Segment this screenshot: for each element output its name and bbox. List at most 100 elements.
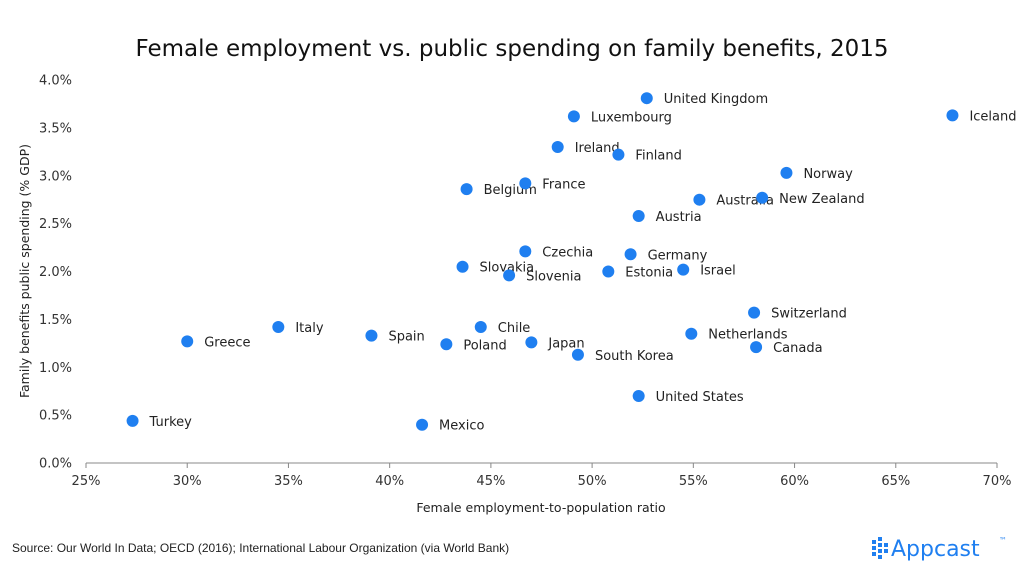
- point-label: South Korea: [595, 349, 674, 364]
- data-point-south-korea: South Korea: [571, 348, 674, 364]
- data-point-new-zealand: New Zealand: [756, 191, 865, 207]
- point-marker: [624, 248, 637, 261]
- data-point-turkey: Turkey: [126, 414, 193, 430]
- logo-dot: [878, 549, 882, 553]
- data-point-iceland: Iceland: [946, 109, 1017, 124]
- data-point-japan: Japan: [525, 336, 585, 351]
- data-point-poland: Poland: [440, 338, 507, 353]
- x-tick-label: 45%: [476, 474, 505, 489]
- point-marker: [525, 336, 538, 349]
- point-label: Czechia: [542, 245, 593, 260]
- point-label: Turkey: [149, 415, 193, 430]
- point-label: Japan: [547, 336, 584, 351]
- point-label: Slovenia: [526, 269, 581, 284]
- point-label: Chile: [498, 321, 531, 336]
- y-tick-label: 1.5%: [39, 313, 72, 328]
- logo-dot: [872, 540, 876, 544]
- point-label: Slovakia: [480, 261, 535, 276]
- point-marker: [460, 183, 473, 196]
- point-label: Netherlands: [708, 328, 787, 343]
- logo-dot: [872, 546, 876, 550]
- point-marker: [416, 418, 429, 431]
- data-point-united-states: United States: [632, 389, 744, 405]
- data-point-norway: Norway: [780, 166, 853, 182]
- point-label: New Zealand: [779, 192, 864, 207]
- point-marker: [612, 148, 625, 161]
- data-point-mexico: Mexico: [416, 418, 484, 434]
- point-label: Germany: [648, 248, 708, 263]
- x-tick-label: 40%: [375, 474, 404, 489]
- y-tick-label: 0.5%: [39, 409, 72, 424]
- point-marker: [551, 141, 564, 154]
- point-marker: [567, 110, 580, 123]
- chart-title: Female employment vs. public spending on…: [135, 36, 888, 62]
- point-marker: [750, 341, 763, 354]
- data-point-slovakia: Slovakia: [456, 260, 535, 276]
- point-label: Spain: [388, 330, 424, 345]
- point-label: France: [542, 177, 585, 192]
- data-point-united-kingdom: United Kingdom: [640, 92, 768, 107]
- logo-dot: [878, 543, 882, 547]
- point-label: Estonia: [625, 266, 673, 281]
- point-marker: [693, 193, 706, 206]
- logo-dot: [884, 549, 888, 553]
- appcast-logo: Appcast ™: [872, 536, 1007, 562]
- point-marker: [519, 177, 532, 190]
- data-point-switzerland: Switzerland: [748, 306, 847, 322]
- data-point-czechia: Czechia: [519, 245, 593, 260]
- y-tick-label: 3.5%: [39, 121, 72, 136]
- point-marker: [756, 191, 769, 204]
- y-tick-label: 4.0%: [39, 74, 72, 89]
- data-point-luxembourg: Luxembourg: [567, 110, 672, 125]
- data-point-spain: Spain: [365, 329, 425, 345]
- point-marker: [685, 327, 698, 340]
- point-marker: [748, 306, 761, 319]
- point-label: Israel: [700, 264, 736, 279]
- data-point-ireland: Ireland: [551, 141, 620, 156]
- point-marker: [602, 265, 615, 278]
- point-marker: [632, 389, 645, 402]
- data-point-finland: Finland: [612, 148, 682, 164]
- x-tick-label: 60%: [780, 474, 809, 489]
- x-tick-label: 65%: [881, 474, 910, 489]
- y-tick-label: 2.0%: [39, 265, 72, 280]
- point-label: Iceland: [969, 109, 1016, 124]
- data-point-israel: Israel: [677, 263, 736, 279]
- point-marker: [780, 166, 793, 179]
- point-marker: [519, 245, 532, 258]
- data-point-germany: Germany: [624, 248, 708, 263]
- x-axis-ticks: 25% 30% 35% 40% 45% 50% 55% 60% 65% 70%: [72, 463, 1011, 489]
- point-label: Switzerland: [771, 307, 847, 322]
- data-point-france: France: [519, 177, 586, 192]
- data-points: Turkey Greece Italy Spain Mexico Poland Slovak…: [126, 92, 1017, 434]
- point-marker: [474, 321, 487, 334]
- point-marker: [571, 348, 584, 361]
- data-point-greece: Greece: [181, 335, 251, 350]
- x-tick-label: 25%: [72, 474, 101, 489]
- logo-dot: [878, 537, 882, 541]
- x-tick-label: 30%: [173, 474, 202, 489]
- point-marker: [272, 321, 285, 334]
- point-label: Italy: [295, 321, 324, 336]
- point-marker: [181, 335, 194, 348]
- point-label: Norway: [803, 167, 853, 182]
- y-tick-label: 2.5%: [39, 217, 72, 232]
- point-label: Poland: [463, 338, 506, 353]
- point-marker: [126, 414, 139, 427]
- logo-dot: [878, 555, 882, 559]
- x-tick-label: 35%: [274, 474, 303, 489]
- point-marker: [365, 329, 378, 342]
- data-point-austria: Austria: [632, 209, 702, 225]
- point-marker: [503, 269, 516, 282]
- x-tick-label: 55%: [679, 474, 708, 489]
- logo-dot: [872, 552, 876, 556]
- data-point-canada: Canada: [750, 341, 823, 356]
- y-tick-label: 1.0%: [39, 361, 72, 376]
- point-marker: [640, 92, 653, 105]
- point-marker: [677, 263, 690, 276]
- point-label: Finland: [635, 149, 681, 164]
- x-tick-label: 50%: [578, 474, 607, 489]
- source-note: Source: Our World In Data; OECD (2016); …: [12, 541, 509, 555]
- y-tick-label: 0.0%: [39, 457, 72, 472]
- data-point-estonia: Estonia: [602, 265, 673, 281]
